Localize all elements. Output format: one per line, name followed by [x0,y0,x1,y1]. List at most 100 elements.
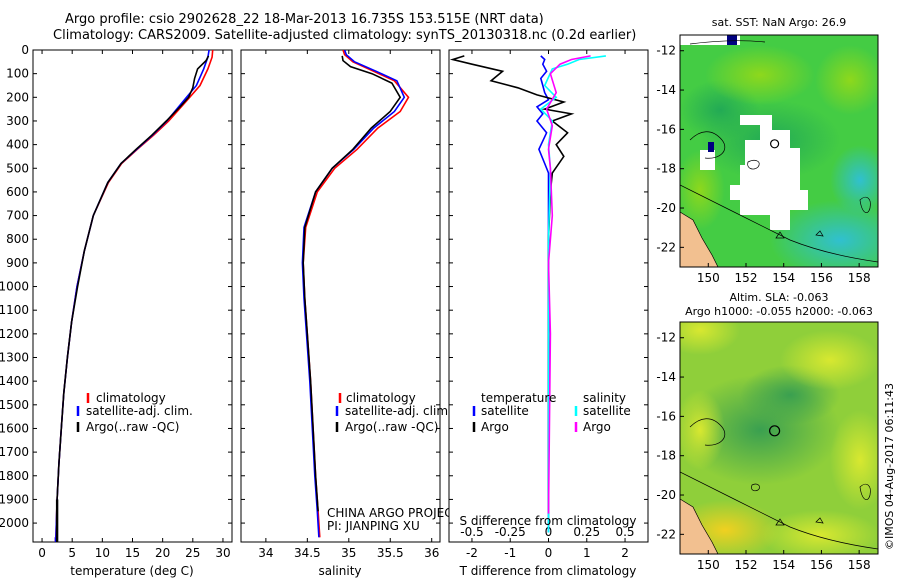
map-x-tick-label: 158 [848,558,871,572]
x-tick-label: 34.5 [294,546,321,560]
figure-title-line2: Climatology: CARS2009. Satellite-adjuste… [53,28,637,43]
temperature-panel: 0 5 10 15 20 25 300100200300400500600700800900… [0,43,233,578]
x-tick-label: 34 [258,546,273,560]
legend-argo-label: Argo(..raw -QC) [345,420,438,434]
map-y-tick-label: -18 [656,449,676,463]
x-tick-label: 2 [621,546,629,560]
temperature-xlabel: temperature (deg C) [70,564,193,578]
sla-map-field [680,322,878,554]
y-tick-label: 1400 [0,374,29,388]
x-tick-label: 20 [155,546,170,560]
map-y-tick-label: -22 [656,240,676,254]
map-x-tick-label: 154 [772,558,795,572]
top-tick-label: -0.5 [460,525,483,539]
y-tick-label: 600 [6,185,29,199]
top-tick-label: -0.25 [495,525,526,539]
difference-legend: temperature salinity satellite satellite… [472,391,631,434]
imos-timestamp: ©IMOS 04-Aug-2017 06:11:43 [883,383,896,550]
legend-t-argo-label: Argo [481,420,509,434]
top-tick-label: 0.5 [615,525,634,539]
y-tick-label: 2000 [0,516,29,530]
map-x-tick-label: 150 [697,558,720,572]
legend-argo-label: Argo(..raw -QC) [86,420,179,434]
y-tick-label: 400 [6,138,29,152]
y-tick-label: 500 [6,161,29,175]
y-tick-label: 800 [6,232,29,246]
series-line-argo-raw-qc- [302,55,402,512]
map-x-tick-label: 150 [697,271,720,285]
x-tick-label: 0 [545,546,553,560]
x-tick-label: 25 [185,546,200,560]
y-tick-label: 1700 [0,445,29,459]
map-y-tick-label: -22 [656,527,676,541]
x-tick-label: 5 [68,546,76,560]
sla-map-title-line1: Altim. SLA: -0.063 [729,291,828,304]
legend-t-satellite-label: satellite [481,404,529,418]
map-x-tick-label: 158 [848,271,871,285]
y-tick-label: 1600 [0,421,29,435]
y-tick-label: 1200 [0,327,29,341]
legend-satellite-label: satellite-adj. clim. [345,404,452,418]
series-line-argo-raw-qc- [56,55,210,500]
legend-climatology-label: climatology [346,391,416,405]
y-tick-label: 1900 [0,492,29,506]
x-tick-label: 36 [424,546,439,560]
sst-map-argo-position [769,139,780,149]
temperature-legend: climatology satellite-adj. clim. Argo(..… [76,391,193,434]
map-x-tick-label: 152 [735,558,758,572]
salinity-axes-frame [240,49,441,543]
map-x-tick-label: 156 [810,271,833,285]
sla-map-title-line2: Argo h1000: -0.055 h2000: -0.063 [685,305,873,318]
sst-map-title: sat. SST: NaN Argo: 26.9 [712,16,846,29]
series-line-salinity-satellite [539,55,607,533]
x-tick-label: 30 [215,546,230,560]
sla-map-argo-position [768,425,781,437]
figure-title-line1: Argo profile: csio 2902628_22 18-Mar-201… [65,12,544,27]
legend-climatology-label: climatology [96,391,166,405]
legend-s-satellite-label: satellite [583,404,631,418]
y-tick-label: 700 [6,209,29,223]
y-tick-label: 300 [6,114,29,128]
legend-satellite-label: satellite-adj. clim. [86,404,193,418]
legend-salinity-heading: salinity [583,391,626,405]
map-y-tick-label: -14 [656,83,676,97]
difference-xlabel-top: S difference from climatology [460,514,637,528]
series-line-salinity-argo [545,55,591,514]
x-tick-label: -1 [504,546,516,560]
map-y-tick-label: -20 [656,201,676,215]
difference-xlabel-bottom: T difference from climatology [459,564,637,578]
y-tick-label: 0 [21,43,29,57]
map-x-tick-label: 152 [735,271,758,285]
x-tick-label: -2 [466,546,478,560]
y-tick-label: 1000 [0,280,29,294]
y-tick-label: 1800 [0,469,29,483]
y-tick-label: 100 [6,67,29,81]
legend-s-argo-label: Argo [583,420,611,434]
x-tick-label: 35 [341,546,356,560]
map-y-tick-label: -12 [656,44,676,58]
top-tick-label: 0.25 [573,525,600,539]
x-tick-label: 10 [95,546,110,560]
salinity-xlabel: salinity [318,564,361,578]
credit-line1: CHINA ARGO PROJECT [327,506,461,520]
map-y-tick-label: -18 [656,162,676,176]
sst-map-field [680,35,878,267]
map-x-tick-label: 156 [810,558,833,572]
difference-panel: -2 -1 0 1 2-0.5 -0.25 0 0.25 0.5 T difference fr… [448,49,649,578]
map-x-tick-label: 154 [772,271,795,285]
legend-temperature-heading: temperature [481,391,556,405]
map-y-tick-label: -14 [656,370,676,384]
credit-line2: PI: JIANPING XU [327,519,420,533]
y-tick-label: 1300 [0,351,29,365]
sst-map-panel: sat. SST: NaN Argo: 26.9 150 152 154 [656,16,879,285]
map-y-tick-label: -20 [656,488,676,502]
x-tick-label: 0 [38,546,46,560]
map-y-tick-label: -12 [656,331,676,345]
y-tick-label: 900 [6,256,29,270]
temperature-axes-frame [32,49,233,543]
y-tick-label: 1100 [0,303,29,317]
salinity-legend: climatology satellite-adj. clim. Argo(..… [335,391,452,434]
map-y-tick-label: -16 [656,122,676,136]
map-y-tick-label: -16 [656,409,676,423]
